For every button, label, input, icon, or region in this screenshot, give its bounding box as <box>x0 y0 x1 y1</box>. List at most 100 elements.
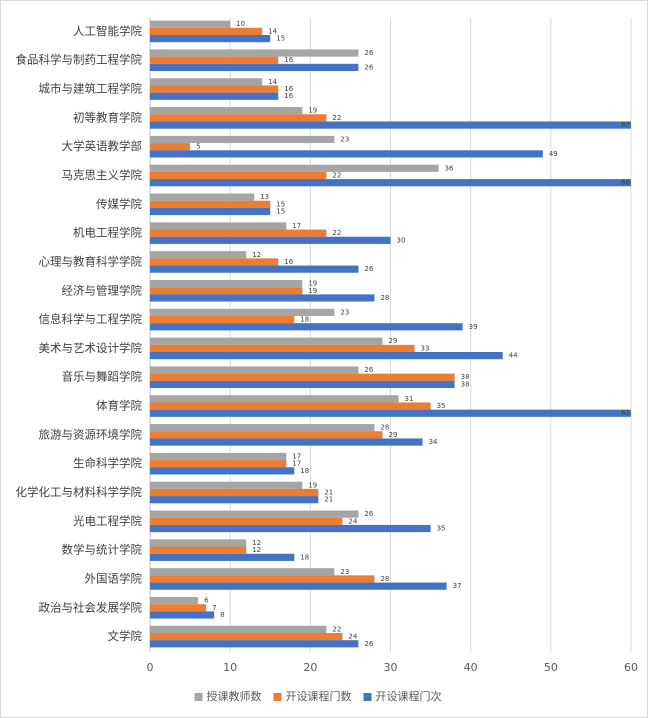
bar <box>150 308 335 316</box>
value-label: 38 <box>461 380 470 388</box>
value-label: 14 <box>268 27 277 35</box>
bar <box>150 380 455 389</box>
value-label: 8 <box>220 611 224 619</box>
value-label: 16 <box>284 85 293 93</box>
x-tick-label: 60 <box>624 661 638 674</box>
legend-swatch <box>273 693 282 701</box>
value-label: 22 <box>332 114 341 122</box>
y-tick-label: 传媒学院 <box>96 197 142 211</box>
value-label: 18 <box>300 553 309 561</box>
bar <box>150 488 319 497</box>
bar <box>150 27 263 36</box>
bar <box>150 568 335 576</box>
value-label: 6 <box>204 597 209 605</box>
legend-label: 开设课程门次 <box>376 689 442 703</box>
value-label: 18 <box>300 467 309 475</box>
y-tick-label: 机电工程学院 <box>73 226 142 240</box>
bar <box>150 431 383 439</box>
value-label: 15 <box>276 208 285 216</box>
y-tick-label: 文学院 <box>108 629 143 643</box>
bar <box>150 344 415 353</box>
legend-swatch <box>194 693 203 701</box>
y-tick-label: 政治与社会发展学院 <box>39 600 143 614</box>
bar <box>150 611 215 619</box>
value-label: 61 <box>621 409 630 417</box>
value-label: 22 <box>332 172 341 180</box>
x-tick-label: 20 <box>303 661 317 674</box>
bar <box>150 279 303 288</box>
y-tick-label: 城市与建筑工程学院 <box>39 82 143 96</box>
bar <box>150 107 303 115</box>
bar <box>150 632 343 641</box>
value-label: 22 <box>332 625 341 633</box>
y-tick-label: 光电工程学院 <box>73 514 142 528</box>
y-tick-label: 生命科学学院 <box>73 456 142 470</box>
value-label: 29 <box>388 431 397 439</box>
value-label: 15 <box>276 35 285 43</box>
bar <box>150 294 375 302</box>
y-tick-label: 马克思主义学院 <box>62 168 143 182</box>
y-tick-label: 外国语学院 <box>85 571 143 585</box>
bar <box>150 56 279 64</box>
bar <box>150 402 431 410</box>
y-tick-label: 旅游与资源环境学院 <box>39 427 143 441</box>
value-label: 19 <box>308 287 317 295</box>
bar <box>150 625 327 633</box>
bar <box>150 467 295 475</box>
bar <box>150 366 359 374</box>
bar <box>150 352 503 360</box>
value-label: 28 <box>380 575 389 583</box>
y-tick-label: 体育学院 <box>96 399 142 413</box>
value-label: 35 <box>437 402 446 410</box>
value-label: 24 <box>348 633 357 641</box>
x-tick-label: 10 <box>223 661 237 674</box>
value-label: 19 <box>308 107 317 115</box>
bar <box>150 510 359 518</box>
bar <box>150 143 191 151</box>
bar <box>150 424 375 432</box>
y-tick-label: 美术与艺术设计学院 <box>39 341 143 355</box>
legend-label: 开设课程门数 <box>286 689 352 703</box>
value-label: 30 <box>397 236 406 244</box>
value-label: 15 <box>276 200 285 208</box>
value-label: 12 <box>252 539 261 547</box>
value-label: 67 <box>621 121 630 129</box>
bar <box>150 35 271 43</box>
bar <box>150 114 327 122</box>
y-tick-label: 食品科学与制药工程学院 <box>16 53 143 67</box>
bar <box>150 640 359 648</box>
value-label: 21 <box>324 496 333 504</box>
bar <box>150 287 303 295</box>
value-label: 44 <box>509 352 518 360</box>
bar <box>150 251 247 259</box>
value-label: 31 <box>405 395 414 403</box>
value-label: 26 <box>364 49 373 57</box>
y-tick-label: 音乐与舞蹈学院 <box>62 370 143 384</box>
bar <box>150 78 263 86</box>
value-label: 12 <box>252 251 261 259</box>
value-label: 16 <box>284 258 293 266</box>
value-label: 17 <box>292 222 301 230</box>
value-label: 17 <box>292 460 301 468</box>
value-label: 21 <box>324 489 333 497</box>
value-label: 26 <box>364 63 373 71</box>
value-label: 16 <box>284 92 293 100</box>
bar <box>150 49 359 57</box>
value-label: 12 <box>252 546 261 554</box>
x-tick-label: 40 <box>464 661 478 674</box>
value-label: 24 <box>348 517 357 525</box>
value-label: 10 <box>236 20 245 28</box>
value-label: 33 <box>421 344 430 352</box>
bar <box>150 121 631 129</box>
y-tick-label: 人工智能学院 <box>73 24 142 38</box>
value-label: 16 <box>284 56 293 64</box>
value-label: 23 <box>340 568 349 576</box>
value-label: 38 <box>461 373 470 381</box>
value-label: 26 <box>364 640 373 648</box>
y-tick-label: 初等教育学院 <box>73 110 142 124</box>
bar <box>150 222 287 230</box>
bar <box>150 524 431 533</box>
bar <box>150 539 247 547</box>
value-label: 26 <box>364 510 373 518</box>
y-tick-label: 心理与教育科学学院 <box>39 254 143 268</box>
